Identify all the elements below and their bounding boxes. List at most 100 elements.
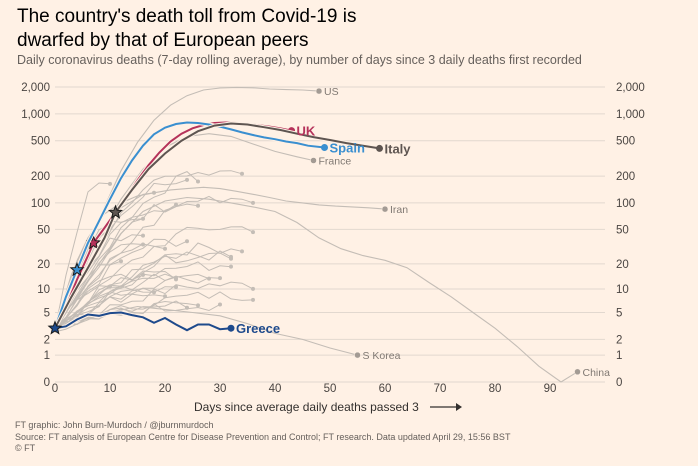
x-tick-label: 30 [214,383,227,395]
y-tick-label-right: 0 [616,377,622,389]
series-endpoint [315,87,323,95]
x-tick-label: 0 [52,383,58,395]
series-label: Iran [390,204,408,216]
series-endpoint [354,351,361,359]
y-tick-label-left: 500 [31,136,50,148]
y-tick-label-left: 1,000 [21,109,50,121]
x-tick-label: 70 [434,383,447,395]
series-label: France [319,156,352,168]
x-tick-label: 20 [159,383,172,395]
other-country-endpoint [196,203,200,208]
series-label: US [324,86,339,98]
series-endpoint [310,157,317,164]
other-country-endpoint [152,290,156,295]
y-tick-label-right: 1 [616,350,622,362]
y-tick-label-right: 10 [616,284,629,296]
chart-footer: FT graphic: John Burn-Murdoch / @jburnmu… [15,420,510,455]
series-labels: US France Iran S Korea China UK Spain Italy Gree… [236,86,610,379]
other-country-line [54,270,177,333]
y-tick-label-left: 20 [37,259,50,271]
other-country-endpoint [163,246,167,251]
y-tick-label-right: 20 [616,259,629,271]
other-country-line [54,291,254,330]
other-country-line [54,243,166,329]
other-country-line [54,195,254,331]
y-tick-label-left: 2,000 [21,82,50,94]
x-axis-label: Days since average daily deaths passed 3 [194,400,419,414]
series-endpoint [381,205,389,213]
other-country-endpoint [251,286,255,291]
y-tick-label-left: 200 [31,171,50,183]
series-line-uk [54,121,292,329]
footer-credit: FT graphic: John Burn-Murdoch / @jburnmu… [15,420,214,430]
other-country-endpoint [185,177,189,182]
y-tick-label-left: 100 [31,198,50,210]
other-country-endpoint [185,239,189,244]
background-country-lines [54,86,581,383]
other-country-endpoint [229,256,233,261]
y-tick-label-right: 2,000 [616,82,645,94]
star-marker [69,261,85,277]
x-tick-label: 10 [104,383,117,395]
x-tick-label: 40 [269,383,282,395]
x-axis-arrowhead [456,403,462,411]
series-line-italy [54,122,380,329]
y-tick-label-left: 10 [37,284,50,296]
other-country-line [54,287,155,329]
other-country-endpoint [251,200,255,205]
series-line-spain [54,121,325,329]
y-tick-label-left: 5 [44,307,50,319]
x-tick-label: 50 [324,383,337,395]
chart-subtitle: Daily coronavirus deaths (7-day rolling … [17,53,582,67]
series-endpoint [321,143,328,151]
other-country-line [54,300,199,333]
x-tick-label: 60 [379,383,392,395]
other-country-endpoint [141,233,145,238]
other-country-endpoint [218,302,222,307]
star-marker [107,204,124,219]
footer-copyright: © FT [15,443,36,453]
y-tick-label-right: 5 [616,307,622,319]
other-country-endpoint [141,216,145,221]
series-halo [53,120,292,330]
other-country-endpoint [108,181,112,186]
series-endpoint [376,144,383,152]
x-tick-label: 90 [544,383,557,395]
y-tick-label-left: 1 [44,350,50,362]
series-line-china [54,196,578,383]
highlighted-country-lines [47,120,383,335]
other-country-line [54,182,111,330]
chart-title: The country's death toll from Covid-19 i… [17,6,357,51]
other-country-endpoint [196,303,200,308]
series-label: China [583,367,611,379]
series-line-greece [54,311,232,332]
other-country-endpoint [196,179,200,184]
series-label: UK [297,124,316,139]
x-tick-label: 80 [489,383,502,395]
y-tick-label-right: 100 [616,198,635,210]
y-tick-label-right: 200 [616,171,635,183]
other-country-endpoint [229,264,233,269]
series-label: Italy [385,141,412,156]
y-tick-label-left: 0 [44,377,50,389]
other-country-endpoint [240,249,244,254]
series-endpoint [574,368,581,376]
other-country-line [54,170,243,330]
footer-source: Source: FT analysis of European Centre f… [15,431,511,442]
other-country-endpoint [163,294,167,299]
other-country-endpoint [119,259,123,264]
series-label: S Korea [363,350,401,362]
y-tick-label-right: 1,000 [616,109,645,121]
y-tick-label-right: 50 [616,224,629,236]
other-country-endpoint [251,230,255,235]
other-country-endpoint [218,276,222,281]
y-tick-label-left: 2 [44,334,50,346]
y-tick-label-left: 50 [37,224,50,236]
other-country-endpoint [251,297,255,302]
y-tick-label-right: 2 [616,334,622,346]
star-marker [47,320,63,335]
series-label: Greece [236,321,280,336]
other-country-endpoint [240,171,244,176]
